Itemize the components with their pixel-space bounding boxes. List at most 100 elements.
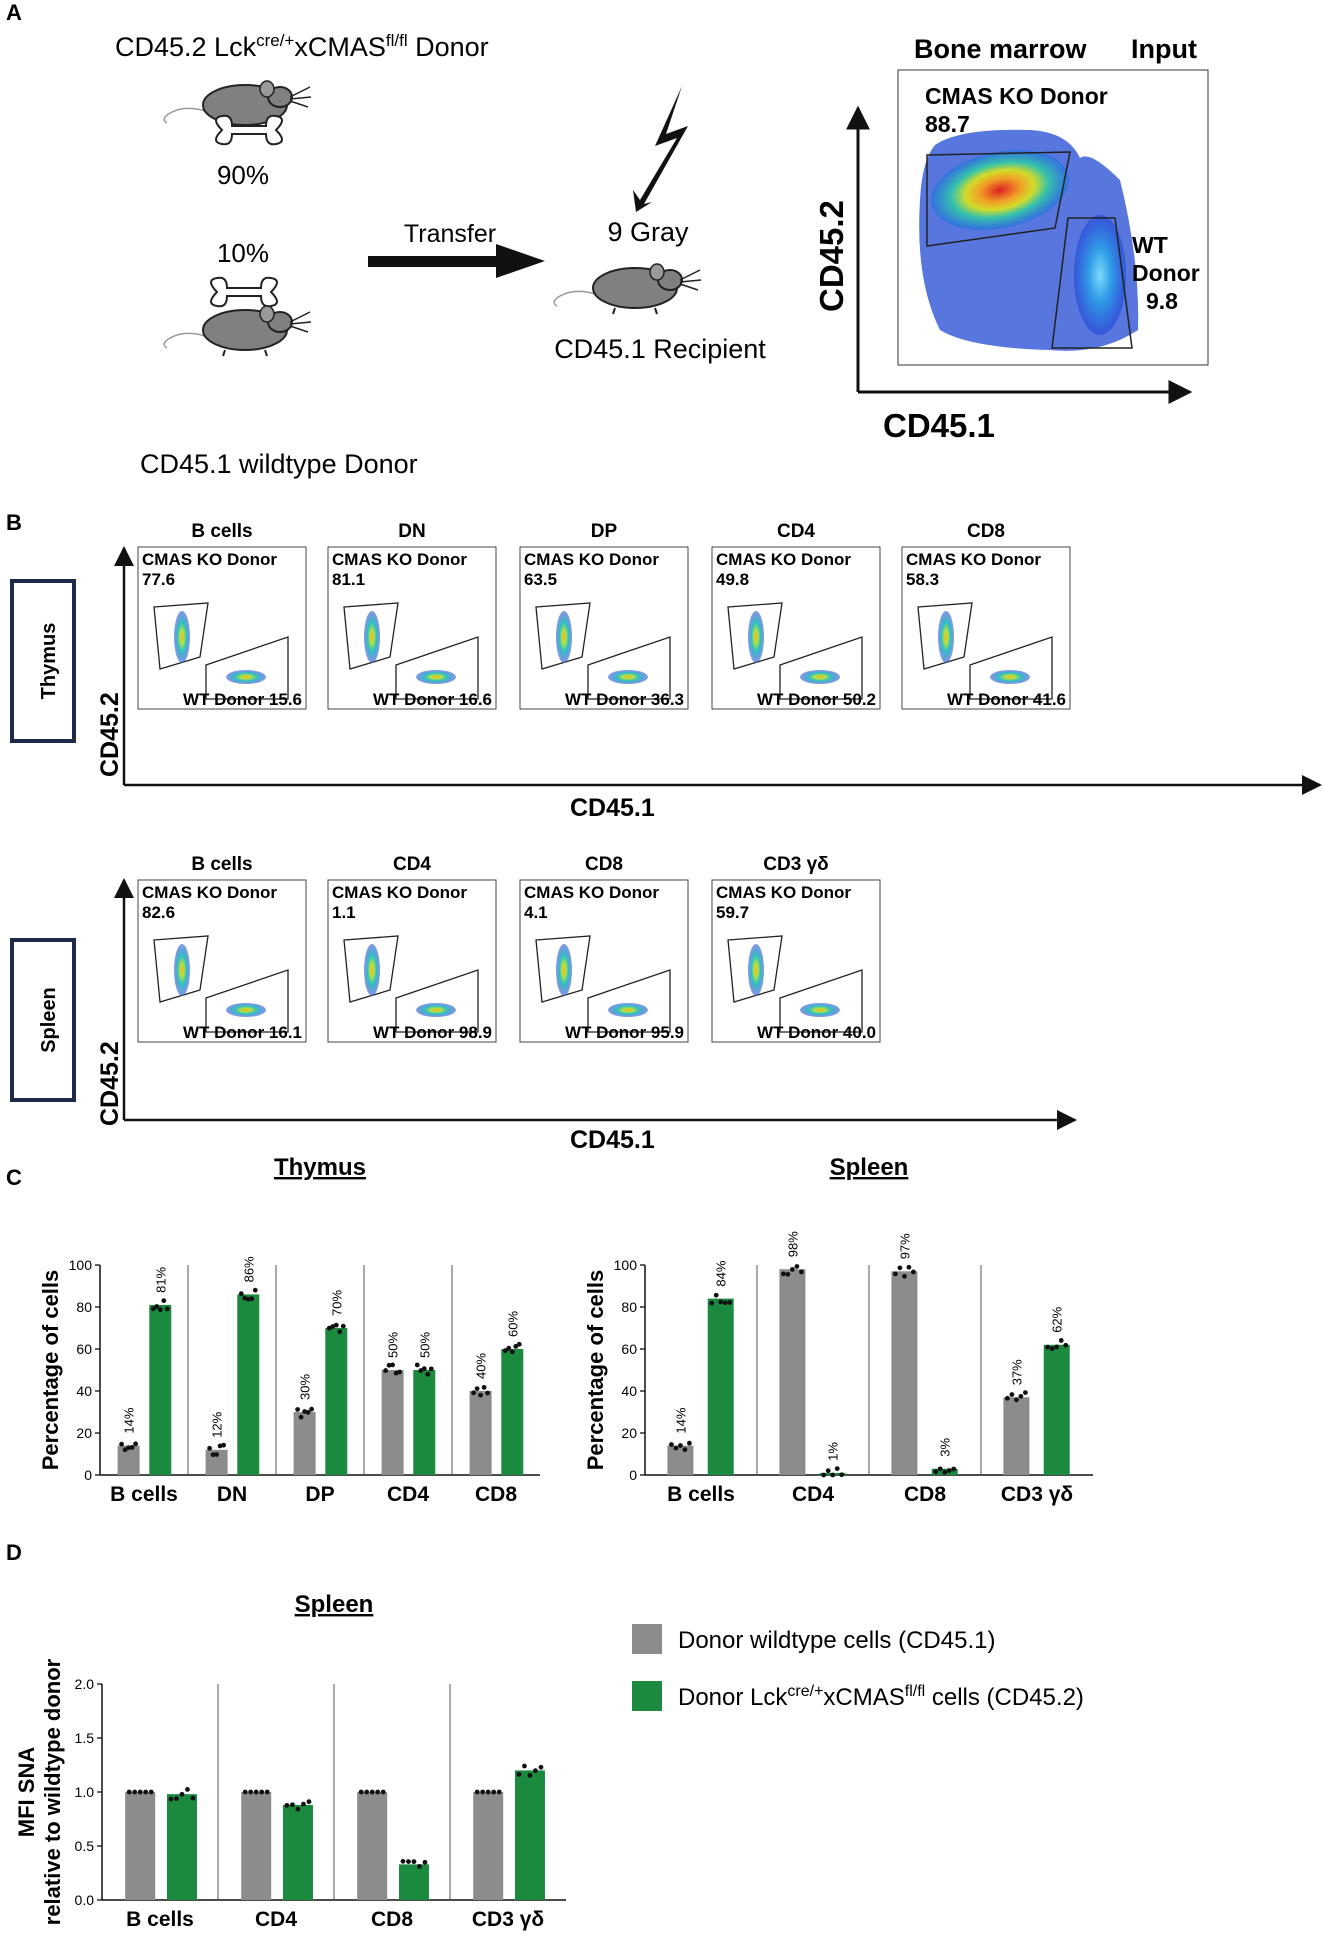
replicate-dot — [248, 1789, 254, 1795]
y-tick-label: 1.0 — [75, 1784, 95, 1800]
mouse-icon — [553, 263, 702, 315]
x-tick-label: B cells — [110, 1483, 178, 1506]
chart-title: Spleen — [830, 1154, 909, 1181]
legend-grey-label: Donor wildtype cells (CD45.1) — [678, 1627, 995, 1654]
bar-value-label: 97% — [897, 1233, 912, 1259]
y-tick-label: 60 — [76, 1341, 92, 1357]
gate-ko-label: CMAS KO Donor — [142, 883, 277, 902]
replicate-dot — [1049, 1346, 1055, 1352]
replicate-dot — [678, 1443, 683, 1448]
replicate-dot — [221, 1442, 227, 1448]
bar-wildtype — [891, 1271, 918, 1475]
flow-plot-title: B cells — [191, 521, 252, 542]
replicate-dot — [295, 1407, 300, 1412]
gray-dose: 9 Gray — [607, 217, 689, 247]
replicate-dot — [333, 1322, 339, 1328]
replicate-dot — [538, 1764, 544, 1770]
bar-wildtype — [381, 1370, 404, 1475]
chart-thymus: Thymus 0 20 40 60 80 100 Percentage of cells B c… — [38, 1154, 540, 1506]
replicate-dot — [400, 1858, 406, 1864]
flow-plot-frame — [711, 879, 881, 1043]
replicate-dot — [168, 1796, 174, 1802]
gate-ko-value: 1.1 — [332, 903, 356, 922]
replicate-dot — [411, 1859, 417, 1865]
gate-ko — [153, 935, 209, 1003]
replicate-dot — [911, 1269, 916, 1275]
bar-value-label: 70% — [329, 1290, 344, 1316]
population-ko — [556, 944, 572, 996]
transfer-arrow — [368, 244, 545, 278]
x-tick-label: CD8 — [475, 1483, 517, 1506]
replicate-dot — [252, 1287, 258, 1293]
replicate-dot — [414, 1362, 420, 1368]
replicate-dot — [132, 1789, 138, 1795]
population-wt — [416, 670, 456, 684]
population-wt — [800, 670, 840, 684]
replicate-dot — [834, 1466, 840, 1472]
gate-wt — [205, 636, 289, 700]
bar-wildtype — [357, 1792, 388, 1900]
replicate-dot — [1009, 1392, 1015, 1397]
organ-label-spleen: Spleen — [38, 987, 60, 1053]
chart-spleen-mfi: Spleen 0.0 0.5 1.0 1.5 2.0 MFI SNA relative to … — [14, 1591, 566, 1931]
y-tick-label: 20 — [76, 1425, 92, 1441]
y-tick-label: 1.5 — [75, 1730, 95, 1746]
flow-plot-title: CD4 — [393, 854, 431, 875]
gate-ko-label: CMAS KO Donor — [716, 883, 851, 902]
bar-wildtype — [667, 1445, 694, 1475]
flow-plot-frame — [137, 879, 307, 1043]
replicate-dot — [143, 1789, 149, 1795]
bar-value-label: 40% — [474, 1353, 489, 1379]
gate-ko-value: 49.8 — [716, 570, 749, 589]
replicate-dot — [126, 1789, 132, 1795]
y-axis-label-2: relative to wildtype donor — [40, 1658, 65, 1925]
replicate-dot — [161, 1298, 167, 1304]
replicate-dot — [480, 1789, 486, 1795]
y-axis-label: Percentage of cells — [38, 1270, 63, 1471]
panel-d-label: D — [6, 1540, 22, 1565]
replicate-dot — [185, 1787, 190, 1792]
bar-value-label: 98% — [785, 1231, 800, 1257]
replicate-dot — [259, 1789, 265, 1795]
bar-value-label: 14% — [122, 1407, 137, 1433]
replicate-dot — [1045, 1344, 1051, 1350]
organ-box-spleen — [10, 938, 76, 1102]
replicate-dot — [799, 1269, 804, 1275]
gate-ko-value: 82.6 — [142, 903, 175, 922]
y-tick-label: 0 — [84, 1467, 92, 1483]
gate-wt — [587, 636, 671, 700]
population-ko — [174, 944, 190, 996]
flow-plot-frame — [519, 546, 689, 710]
gate-wt — [779, 636, 863, 700]
population-wt — [226, 670, 266, 684]
replicate-dot — [516, 1771, 522, 1777]
replicate-dot — [781, 1271, 786, 1277]
replicate-dot — [506, 1345, 512, 1351]
bar-cmas-ko — [325, 1328, 348, 1475]
bar-value-label: 12% — [210, 1411, 225, 1437]
gate-ko — [535, 935, 591, 1003]
replicate-dot — [481, 1384, 487, 1390]
replicate-dot — [893, 1271, 898, 1277]
replicate-dot — [794, 1264, 800, 1269]
population-wt — [608, 1003, 648, 1017]
replicate-dot — [485, 1789, 491, 1795]
pct-10: 10% — [217, 238, 269, 268]
bar-value-label: 81% — [153, 1266, 168, 1292]
input-density-cloud — [919, 129, 1139, 351]
replicate-dot — [825, 1468, 831, 1474]
replicate-dot — [133, 1441, 139, 1447]
bar-wildtype — [469, 1391, 492, 1475]
organ-box-thymus — [10, 579, 76, 743]
y-tick-label: 40 — [76, 1383, 92, 1399]
y-tick-label: 2.0 — [75, 1676, 95, 1692]
gate-ko-value: 4.1 — [524, 903, 548, 922]
bar-value-label: 1% — [826, 1442, 841, 1461]
population-wt — [990, 670, 1030, 684]
gate-ko-label: CMAS KO Donor — [142, 550, 277, 569]
